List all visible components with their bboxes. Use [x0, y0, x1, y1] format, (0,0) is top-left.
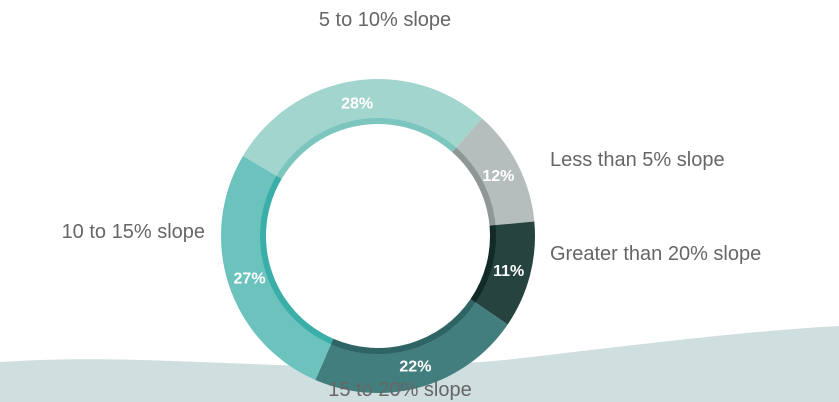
inner-ring-5-to-10-slope [276, 117, 457, 179]
category-labels: Less than 5% slope Greater than 20% slope… [62, 9, 762, 401]
percent-label-10-to-15-slope: 27% [234, 270, 266, 287]
slice-10-to-15-slope [220, 155, 333, 380]
inner-ring-less-than-5-slope [452, 147, 496, 226]
inner-ring-15-to-20-slope [330, 299, 476, 354]
percent-label-greater-than-20-slope: 11% [493, 263, 524, 280]
donut-slices [220, 78, 536, 393]
background-wave [0, 326, 839, 402]
category-label-15-to-20-slope: 15 to 20% slope [328, 379, 471, 401]
percent-label-less-than-5-slope: 12% [482, 168, 514, 185]
percent-label-15-to-20-slope: 22% [399, 359, 431, 376]
slice-greater-than-20-slope [471, 221, 536, 325]
category-label-less-than-5-slope: Less than 5% slope [550, 149, 725, 171]
slice-less-than-5-slope [452, 118, 535, 226]
category-label-10-to-15-slope: 10 to 15% slope [62, 221, 205, 243]
slice-5-to-10-slope [243, 78, 483, 179]
inner-ring-greater-than-20-slope [470, 225, 496, 303]
category-label-5-to-10-slope: 5 to 10% slope [319, 9, 451, 31]
percent-label-5-to-10-slope: 28% [341, 96, 373, 113]
percent-labels: 12% 11% 22% 27% 28% [234, 96, 525, 376]
donut-inner-rings [260, 117, 496, 354]
category-label-greater-than-20-slope: Greater than 20% slope [550, 243, 761, 265]
